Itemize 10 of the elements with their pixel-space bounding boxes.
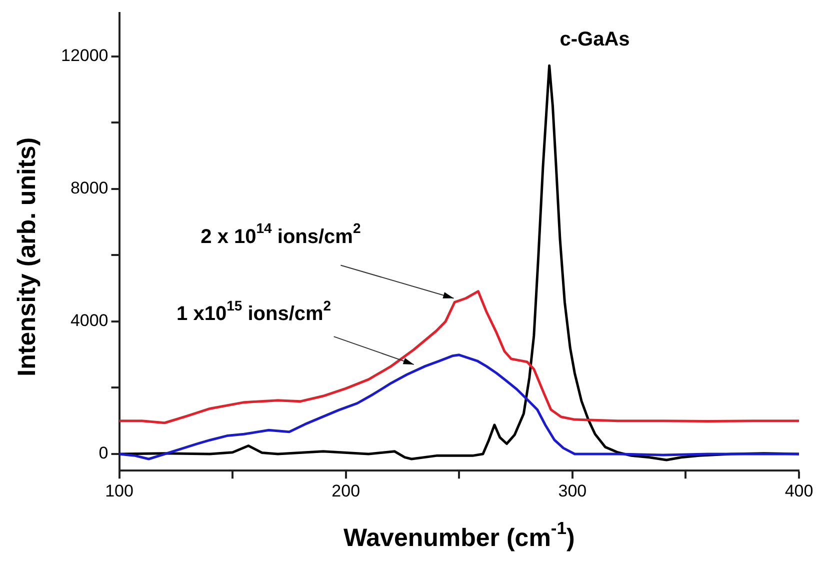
x-tick-label: 300 xyxy=(558,481,587,500)
x-tick-label: 200 xyxy=(332,481,360,500)
y-tick-label: 12000 xyxy=(60,46,108,65)
annotation: c-GaAs xyxy=(560,28,630,51)
x-tick-label: 100 xyxy=(105,481,134,500)
y-tick-label: 4000 xyxy=(70,311,108,330)
y-tick-label: 8000 xyxy=(70,178,108,198)
y-tick-label: 0 xyxy=(98,444,108,463)
y-axis-title: Intensity (arb. units) xyxy=(12,137,41,376)
x-tick-label: 400 xyxy=(784,481,814,500)
